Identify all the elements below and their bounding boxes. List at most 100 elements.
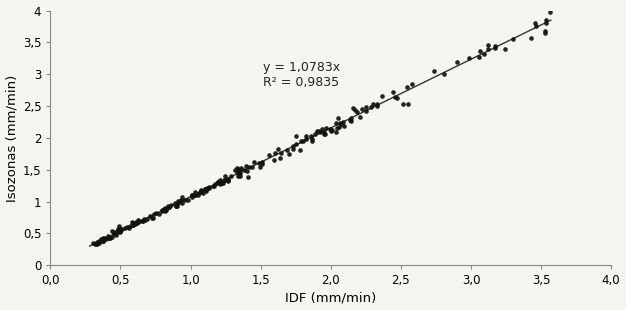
Point: [368, 102, 378, 107]
Point: [235, 173, 245, 178]
Point: [88, 240, 98, 245]
Point: [244, 175, 254, 179]
Text: y = 1,0783x
R² = 0,9835: y = 1,0783x R² = 0,9835: [264, 61, 341, 90]
Point: [200, 186, 210, 191]
Point: [236, 166, 246, 171]
Point: [94, 241, 104, 246]
Point: [124, 226, 134, 231]
Point: [90, 241, 100, 246]
Point: [148, 215, 158, 220]
Point: [177, 201, 187, 206]
Point: [115, 228, 125, 233]
Point: [314, 129, 324, 134]
Point: [545, 10, 555, 15]
Point: [223, 177, 233, 182]
Point: [332, 126, 342, 131]
Point: [163, 204, 173, 209]
Point: [94, 239, 104, 244]
Point: [403, 102, 413, 107]
Point: [195, 188, 205, 193]
Point: [161, 206, 171, 211]
Point: [120, 226, 130, 231]
Point: [201, 188, 211, 193]
Point: [388, 90, 398, 95]
Point: [276, 151, 286, 156]
Point: [257, 160, 267, 165]
Point: [240, 168, 250, 173]
Point: [193, 192, 203, 197]
Point: [98, 236, 108, 241]
Point: [310, 132, 321, 137]
Point: [98, 238, 108, 243]
Point: [111, 233, 121, 238]
Point: [300, 137, 310, 142]
Point: [339, 119, 349, 124]
Point: [540, 29, 550, 34]
Point: [226, 173, 236, 178]
Point: [361, 109, 371, 114]
Point: [117, 227, 127, 232]
Point: [197, 190, 207, 195]
Point: [255, 165, 265, 170]
Point: [218, 180, 228, 185]
Point: [115, 230, 125, 235]
Point: [217, 181, 227, 186]
Point: [128, 222, 138, 227]
Point: [92, 240, 102, 245]
Point: [371, 101, 381, 106]
Point: [175, 199, 185, 204]
Point: [131, 219, 141, 224]
Point: [92, 241, 102, 246]
Point: [307, 137, 317, 142]
Point: [172, 203, 182, 208]
Point: [232, 170, 242, 175]
Point: [196, 189, 206, 194]
Point: [235, 172, 245, 177]
Point: [508, 37, 518, 42]
Point: [172, 203, 182, 208]
Point: [187, 193, 197, 197]
Point: [107, 234, 117, 239]
Point: [319, 131, 329, 136]
Point: [131, 221, 141, 226]
Point: [530, 20, 540, 25]
Point: [160, 206, 170, 210]
Point: [392, 96, 402, 101]
Point: [350, 108, 360, 113]
Point: [130, 221, 140, 226]
Point: [326, 129, 336, 134]
Point: [157, 207, 167, 212]
Point: [201, 188, 211, 193]
Point: [113, 227, 123, 232]
Point: [220, 174, 230, 179]
Point: [147, 215, 157, 220]
Point: [128, 222, 138, 227]
Point: [133, 219, 143, 224]
Point: [215, 177, 225, 182]
Point: [269, 157, 279, 162]
Point: [316, 129, 326, 134]
Point: [156, 208, 167, 213]
Point: [128, 220, 138, 225]
Point: [145, 214, 155, 219]
Point: [202, 185, 212, 190]
Point: [321, 125, 331, 130]
Point: [331, 120, 341, 125]
Point: [490, 46, 500, 51]
Point: [212, 180, 222, 185]
Point: [320, 132, 330, 137]
Point: [190, 193, 200, 197]
Point: [273, 146, 283, 151]
Point: [210, 182, 220, 187]
Point: [298, 139, 308, 144]
Point: [103, 233, 113, 238]
Point: [183, 198, 193, 203]
Point: [151, 211, 162, 216]
Point: [295, 147, 305, 152]
Point: [190, 189, 200, 194]
Point: [110, 231, 120, 236]
Point: [483, 43, 493, 48]
Point: [541, 20, 552, 25]
Point: [194, 190, 204, 195]
Point: [264, 153, 274, 158]
